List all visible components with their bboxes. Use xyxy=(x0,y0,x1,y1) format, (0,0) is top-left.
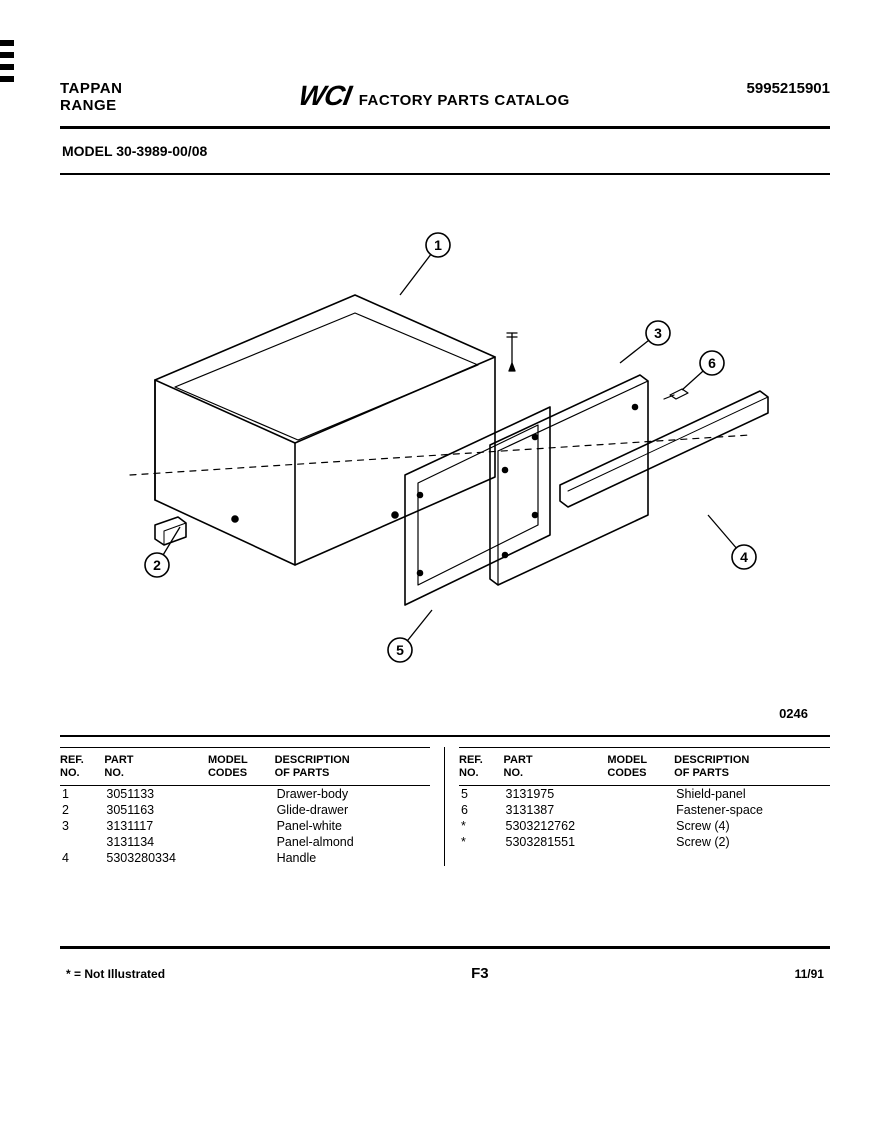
callout-5: 5 xyxy=(388,610,432,662)
hdr-part: PARTNO. xyxy=(504,748,608,786)
cell-ref: 2 xyxy=(60,802,104,818)
cell-part: 3131975 xyxy=(504,786,608,803)
wci-logo: WCI xyxy=(296,80,353,112)
table-row: 33131117 Panel-white xyxy=(60,818,430,834)
footnote: * = Not Illustrated xyxy=(66,967,165,981)
cell-desc: Panel-white xyxy=(275,818,430,834)
parts-table-right-table: REF.NO. PARTNO. MODELCODES DESCRIPTIONOF… xyxy=(459,747,830,850)
cell-model xyxy=(208,818,275,834)
cell-desc: Shield-panel xyxy=(674,786,830,803)
cell-model xyxy=(607,818,674,834)
cell-part: 3131134 xyxy=(104,834,208,850)
callout-label: 1 xyxy=(434,237,442,253)
header-rule xyxy=(60,126,830,129)
callout-4: 4 xyxy=(708,515,756,569)
brand-line2: RANGE xyxy=(60,97,122,114)
hdr-part: PARTNO. xyxy=(104,748,208,786)
cell-ref: 4 xyxy=(60,850,104,866)
cell-desc: Panel-almond xyxy=(275,834,430,850)
parts-table-block: REF.NO. PARTNO. MODELCODES DESCRIPTIONOF… xyxy=(60,747,830,866)
table-row: 45303280334 Handle xyxy=(60,850,430,866)
cell-model xyxy=(208,786,275,803)
cell-model xyxy=(208,834,275,850)
page-header: TAPPAN RANGE WCI FACTORY PARTS CATALOG 5… xyxy=(60,70,830,120)
cell-model xyxy=(208,850,275,866)
cell-part: 5303281551 xyxy=(504,834,608,850)
hdr-ref: REF.NO. xyxy=(60,748,104,786)
catalog-title: FACTORY PARTS CATALOG xyxy=(359,92,570,109)
page-frame: TAPPAN RANGE WCI FACTORY PARTS CATALOG 5… xyxy=(60,70,830,1110)
page-number: F3 xyxy=(471,965,489,982)
cell-part: 3051163 xyxy=(104,802,208,818)
model-rule xyxy=(60,173,830,175)
cell-part: 5303212762 xyxy=(504,818,608,834)
catalog-title-block: WCI FACTORY PARTS CATALOG xyxy=(299,80,570,112)
cell-ref xyxy=(60,834,104,850)
table-top-rule xyxy=(60,735,830,737)
hdr-model: MODELCODES xyxy=(607,748,674,786)
page-footer: * = Not Illustrated F3 11/91 xyxy=(60,959,830,982)
hdr-model: MODELCODES xyxy=(208,748,275,786)
cell-ref: 1 xyxy=(60,786,104,803)
hdr-desc: DESCRIPTIONOF PARTS xyxy=(674,748,830,786)
cell-part: 3051133 xyxy=(104,786,208,803)
table-row: 63131387 Fastener-space xyxy=(459,802,830,818)
diagram-svg: 1 2 3 4 5 6 xyxy=(60,185,830,725)
callout-label: 6 xyxy=(708,355,716,371)
table-row: *5303281551 Screw (2) xyxy=(459,834,830,850)
callout-6: 6 xyxy=(682,351,724,390)
cell-desc: Glide-drawer xyxy=(275,802,430,818)
cell-desc: Handle xyxy=(275,850,430,866)
illustration-code: 0246 xyxy=(779,706,808,721)
footer-date: 11/91 xyxy=(795,967,824,981)
table-row: 3131134 Panel-almond xyxy=(60,834,430,850)
model-line: MODEL 30-3989-00/08 xyxy=(60,139,830,163)
callout-label: 5 xyxy=(396,642,404,658)
callout-3: 3 xyxy=(620,321,670,363)
cell-part: 5303280334 xyxy=(104,850,208,866)
cell-ref: 5 xyxy=(459,786,504,803)
catalog-number: 5995215901 xyxy=(747,80,830,97)
cell-part: 3131387 xyxy=(504,802,608,818)
cell-model xyxy=(607,834,674,850)
cell-model xyxy=(607,786,674,803)
scan-binding-marks xyxy=(0,40,22,140)
hdr-ref: REF.NO. xyxy=(459,748,504,786)
table-row: 13051133 Drawer-body xyxy=(60,786,430,803)
cell-ref: * xyxy=(459,818,504,834)
hdr-desc: DESCRIPTIONOF PARTS xyxy=(275,748,430,786)
cell-desc: Drawer-body xyxy=(275,786,430,803)
callout-1: 1 xyxy=(400,233,450,295)
brand-line1: TAPPAN xyxy=(60,80,122,97)
cell-ref: 6 xyxy=(459,802,504,818)
brand-block: TAPPAN RANGE xyxy=(60,80,122,114)
table-row: 23051163 Glide-drawer xyxy=(60,802,430,818)
cell-ref: 3 xyxy=(60,818,104,834)
parts-table-right: REF.NO. PARTNO. MODELCODES DESCRIPTIONOF… xyxy=(445,747,830,866)
cell-desc: Fastener-space xyxy=(674,802,830,818)
cell-desc: Screw (4) xyxy=(674,818,830,834)
footer-rule xyxy=(60,946,830,949)
parts-table-left: REF.NO. PARTNO. MODELCODES DESCRIPTIONOF… xyxy=(60,747,445,866)
cell-model xyxy=(607,802,674,818)
callout-label: 4 xyxy=(740,549,748,565)
exploded-diagram: 1 2 3 4 5 6 0246 xyxy=(60,185,830,725)
parts-table-left-table: REF.NO. PARTNO. MODELCODES DESCRIPTIONOF… xyxy=(60,747,430,866)
callout-label: 3 xyxy=(654,325,662,341)
cell-desc: Screw (2) xyxy=(674,834,830,850)
callout-label: 2 xyxy=(153,557,161,573)
cell-ref: * xyxy=(459,834,504,850)
table-row: 53131975 Shield-panel xyxy=(459,786,830,803)
table-row: *5303212762 Screw (4) xyxy=(459,818,830,834)
cell-part: 3131117 xyxy=(104,818,208,834)
cell-model xyxy=(208,802,275,818)
